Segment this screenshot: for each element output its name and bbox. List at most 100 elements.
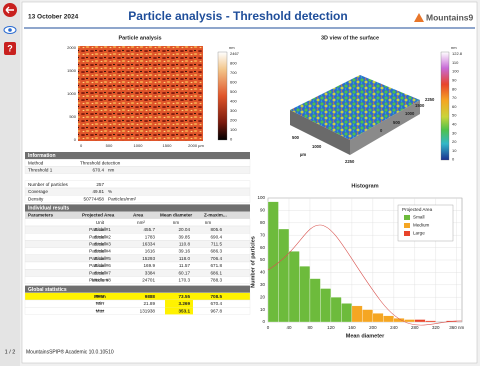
- cell: 690.4: [211, 234, 223, 239]
- cell: Small: [94, 242, 106, 247]
- cell: Particle #3: [89, 242, 111, 247]
- colorbar-tick: 800: [230, 61, 237, 66]
- info-value: 50774458: [84, 196, 105, 201]
- logo-mark: [414, 13, 424, 22]
- cell: Max: [96, 308, 105, 313]
- bar: [278, 228, 290, 323]
- table-row: [24, 187, 251, 196]
- cell: Particle #6: [89, 263, 111, 268]
- x-tick-label: 240: [390, 325, 398, 330]
- cell: 670.4: [211, 301, 223, 306]
- table-row: [24, 159, 251, 167]
- x-tick-label: 0: [267, 325, 270, 330]
- help-button[interactable]: [4, 42, 16, 55]
- colorbar-tick: 2467: [230, 51, 240, 56]
- colorbar-tick: 30: [452, 130, 457, 135]
- highlight-cell: [165, 300, 193, 308]
- x-tick-label: 80: [307, 325, 313, 330]
- colorbar-tick: 122.8: [452, 51, 463, 56]
- column-header-row: [25, 211, 250, 219]
- info-value: Threshold detection: [80, 160, 121, 165]
- y-tick-label: 80: [260, 220, 266, 225]
- cell: 805.6: [211, 227, 223, 232]
- x-tick-label: 120: [327, 325, 335, 330]
- bar: [309, 278, 321, 323]
- info-label: Coverage: [28, 189, 48, 194]
- particle-image: [78, 46, 203, 141]
- info-label: Method: [28, 160, 44, 165]
- colorbar-tick: 200: [230, 118, 237, 123]
- section-header: [25, 204, 250, 212]
- colorbar-tick: 0: [230, 137, 233, 142]
- section-header: [25, 285, 250, 293]
- info-label: Density: [28, 196, 44, 201]
- info-unit: nm: [108, 168, 115, 173]
- sidebar: [0, 0, 20, 366]
- cell: 3384: [145, 270, 156, 275]
- cell: Small: [94, 256, 106, 261]
- legend-label: Medium: [413, 223, 430, 228]
- unit: nm: [173, 220, 180, 225]
- info-label: Threshold 1: [28, 168, 53, 173]
- chart-title: Histogram: [351, 183, 378, 189]
- cell: 353.1: [179, 308, 191, 313]
- section-header: [25, 152, 250, 160]
- cell: 169.9: [144, 263, 156, 268]
- colorbar-tick: 100: [452, 69, 459, 74]
- section-title: Information: [28, 153, 56, 159]
- surface-title: 3D view of the surface: [321, 35, 379, 41]
- section-title: Individual results: [28, 206, 69, 212]
- table-row: [24, 276, 251, 284]
- column-header: Parameters: [28, 213, 53, 218]
- cell: 671.8: [211, 263, 223, 268]
- x-tick-label: 160: [348, 325, 356, 330]
- cell: 708.5: [211, 294, 223, 299]
- cell: 21.89: [144, 301, 156, 306]
- y-tick-label: 0: [262, 319, 265, 324]
- axis-label: 1000: [405, 111, 415, 116]
- y-tick-label: 50: [260, 257, 266, 262]
- y-tick-label: 20: [260, 294, 266, 299]
- cell: 170.3: [179, 278, 191, 283]
- colorbar-tick: 700: [230, 70, 237, 75]
- x-axis-label: Mean diameter: [346, 333, 385, 339]
- table-row: [24, 166, 251, 174]
- colorbar: [440, 51, 450, 161]
- back-arrow: [5, 6, 14, 14]
- colorbar-tick: 110: [452, 60, 459, 65]
- colorbar-tick: 10: [452, 148, 457, 153]
- info-unit: Particles/mm²: [108, 196, 137, 201]
- x-tick-label: 280: [411, 325, 419, 330]
- colorbar: [217, 51, 228, 141]
- bar: [299, 266, 311, 323]
- cell: 788.3: [211, 278, 223, 283]
- unit-label: Unit: [96, 220, 105, 225]
- axis-label: 0: [380, 128, 383, 133]
- axis-label: 500: [393, 120, 401, 125]
- page-number: 1 / 2: [5, 349, 16, 355]
- y-tick-label: 1000: [67, 91, 77, 96]
- colorbar-unit: nm: [229, 45, 235, 50]
- bar: [330, 297, 342, 323]
- colorbar-tick: 0: [452, 157, 455, 162]
- cell: 15293: [142, 256, 155, 261]
- cell: 11.57: [179, 263, 191, 268]
- cell: Medium: [92, 278, 109, 283]
- y-tick-label: 100: [257, 195, 265, 200]
- colorbar-tick: 60: [452, 104, 457, 109]
- cell: 39.16: [179, 249, 191, 254]
- cell: 967.8: [211, 308, 223, 313]
- colorbar-tick: 100: [230, 127, 237, 132]
- colorbar-tick: 70: [452, 95, 457, 100]
- footer: MountainsSPIP® Academic 10.0.10510: [26, 348, 114, 355]
- legend-swatch: [404, 215, 410, 220]
- y-tick-label: 60: [260, 245, 266, 250]
- cell: 73.55: [179, 294, 191, 299]
- colorbar-tick: 80: [452, 86, 457, 91]
- axis-label: 1500: [415, 103, 425, 108]
- bar: [288, 251, 300, 323]
- cell: 1616: [145, 249, 156, 254]
- cell: 1783: [145, 234, 156, 239]
- logo: Mountains9: [426, 12, 473, 22]
- y-tick-label: 90: [260, 208, 266, 213]
